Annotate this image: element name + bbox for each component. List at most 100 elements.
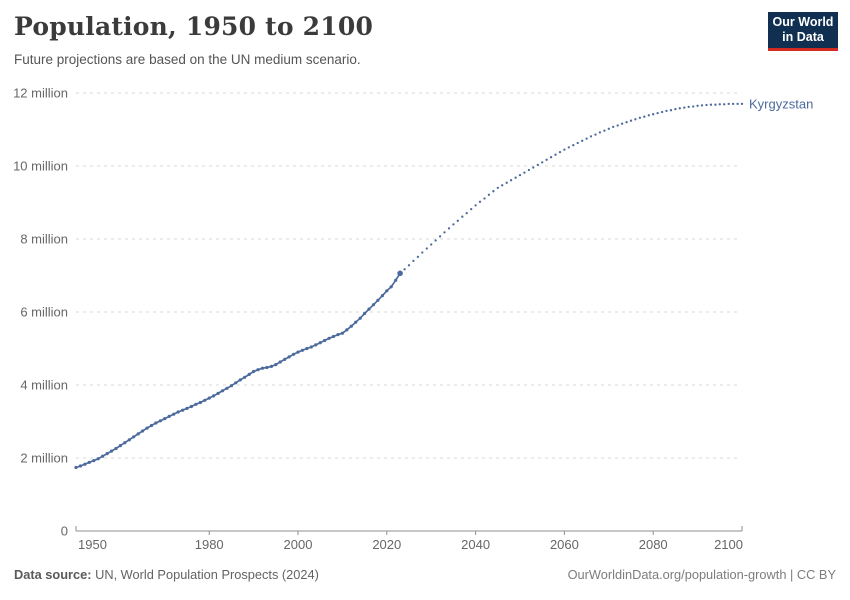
owid-logo[interactable]: Our World in Data (768, 12, 838, 51)
data-point (256, 368, 260, 372)
data-point (123, 441, 127, 445)
owid-url-license-link[interactable]: OurWorldinData.org/population-growth | C… (567, 567, 836, 582)
y-tick-label: 6 million (20, 305, 68, 320)
data-point (394, 278, 398, 282)
projection-dot (536, 163, 539, 167)
projection-dot (616, 124, 619, 127)
page-title: Population, 1950 to 2100 (14, 12, 374, 41)
y-tick-label: 0 (61, 524, 68, 539)
projection-dot (634, 118, 637, 121)
projection-dot (678, 107, 681, 110)
projection-dot (527, 168, 531, 172)
x-tick-label: 2100 (714, 537, 743, 552)
data-point (78, 464, 82, 468)
x-tick-label: 2080 (639, 537, 668, 552)
projection-dot (412, 259, 415, 263)
projection-dot (598, 131, 602, 134)
data-point (185, 406, 189, 410)
projection-dot (709, 103, 713, 106)
data-point (101, 454, 105, 458)
data-point (274, 363, 278, 367)
data-source-label: Data source: (14, 567, 92, 582)
projection-dot (425, 247, 428, 250)
data-point (327, 336, 331, 340)
projection-dot (509, 179, 513, 182)
historical-line (75, 272, 401, 469)
data-point (234, 381, 238, 385)
data-point (198, 400, 202, 405)
data-source-note: Data source: UN, World Population Prospe… (14, 567, 319, 582)
data-point (118, 444, 122, 448)
data-point (363, 311, 367, 316)
projection-dot (714, 103, 717, 106)
projection-dot (647, 114, 650, 117)
projection-dot (665, 109, 668, 113)
data-point (385, 289, 389, 293)
projection-dot (683, 106, 686, 109)
projection-dot (461, 215, 464, 218)
data-point (265, 365, 269, 370)
latest-data-point (397, 270, 403, 277)
x-tick-label: 2020 (372, 537, 401, 552)
projection-dot (629, 119, 633, 122)
projection-dot (736, 102, 739, 106)
data-point (154, 421, 158, 425)
chart-subtitle: Future projections are based on the UN m… (14, 52, 361, 67)
data-point (323, 338, 327, 343)
projection-dot (607, 127, 610, 130)
data-point (309, 345, 313, 349)
projection-dot (407, 264, 411, 267)
projection-dot (470, 207, 473, 211)
x-tick-label: 2060 (550, 537, 579, 552)
projection-dot (452, 223, 455, 226)
data-point (167, 414, 171, 418)
projection-dot (576, 141, 579, 145)
data-point (194, 402, 198, 406)
projection-dot (465, 211, 468, 215)
projection-dot (692, 105, 695, 108)
data-point (300, 348, 304, 352)
data-point (314, 343, 318, 347)
projection-dot (549, 156, 553, 159)
owid-logo-line2: in Data (782, 30, 824, 44)
data-point (172, 412, 176, 416)
projection-dot (727, 102, 730, 106)
projection-dot (638, 116, 642, 119)
projection-dot (545, 158, 548, 161)
projection-dot (487, 193, 491, 196)
data-point (229, 384, 233, 388)
projection-dot (660, 110, 664, 114)
data-point (367, 307, 371, 311)
data-point (331, 334, 336, 339)
projection-dot (447, 227, 451, 230)
data-point (380, 294, 384, 298)
data-point (105, 452, 109, 456)
projection-dot (718, 103, 721, 106)
data-point (243, 375, 247, 379)
y-tick-label: 2 million (20, 451, 68, 466)
entity-label[interactable]: Kyrgyzstan (749, 96, 813, 111)
data-point (114, 446, 118, 451)
projection-dot (434, 239, 437, 242)
projection-dot (501, 184, 504, 187)
projection-dot (421, 251, 424, 254)
data-point (189, 404, 193, 409)
data-point (149, 423, 154, 428)
data-point (225, 386, 229, 390)
data-point (87, 460, 91, 464)
data-point (181, 408, 185, 412)
data-point (141, 429, 145, 433)
projection-dot (656, 111, 659, 115)
y-tick-label: 8 million (20, 232, 68, 247)
data-point (220, 389, 225, 393)
data-point (358, 316, 362, 320)
data-point (252, 369, 256, 374)
data-point (389, 285, 393, 289)
projection-dot (594, 133, 597, 136)
projection-dot (478, 200, 482, 203)
y-tick-label: 10 million (13, 159, 68, 174)
x-tick-label: 1980 (195, 537, 224, 552)
data-point (247, 372, 251, 376)
data-point (158, 419, 162, 423)
